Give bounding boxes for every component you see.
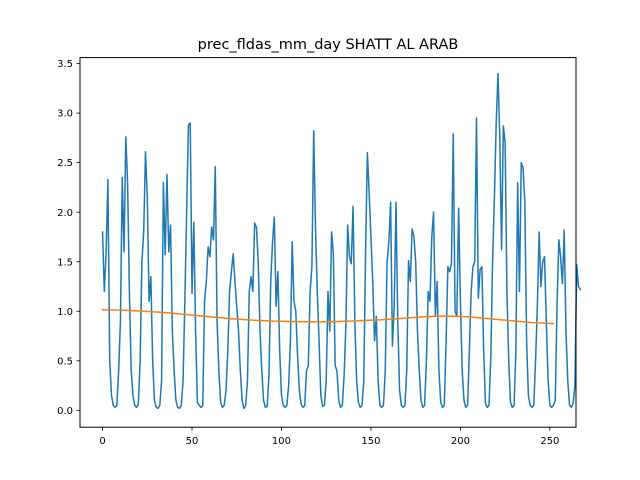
y-tick-label: 3.0 [57,109,73,120]
series-layer [101,72,582,410]
series-line-1 [101,72,582,410]
y-tick-label: 2.5 [57,158,73,169]
axes-frame [79,57,577,428]
x-tick-label: 0 [99,436,105,447]
x-tick-label: 250 [540,436,559,447]
x-tick-label: 200 [451,436,470,447]
x-axis: 0 50 100 150 200 250 [99,427,559,447]
plot-area [79,57,582,428]
y-tick-label: 1.5 [57,257,73,268]
y-tick-label: 1.0 [57,307,73,318]
y-axis: 0.0 0.5 1.0 1.5 2.0 2.5 3.0 3.5 [57,59,80,417]
x-tick-label: 150 [361,436,380,447]
y-tick-label: 2.0 [57,208,73,219]
chart-title: prec_fldas_mm_day SHATT AL ARAB [198,37,459,53]
y-tick-label: 0.0 [57,406,73,417]
x-tick-label: 50 [186,436,199,447]
x-tick-label: 100 [272,436,291,447]
y-tick-label: 3.5 [57,59,73,70]
y-tick-label: 0.5 [57,356,73,367]
series-line-2 [101,309,555,325]
